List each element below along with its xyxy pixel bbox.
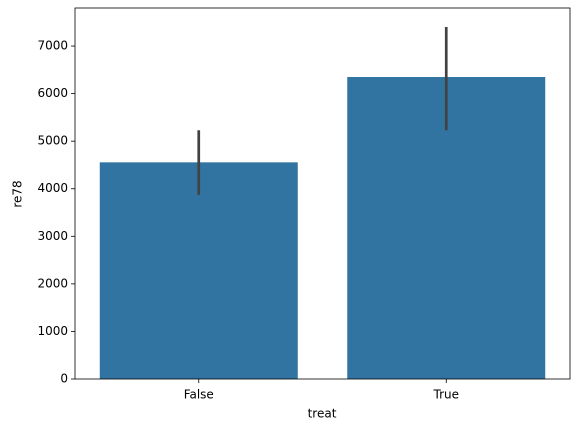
y-tick-label: 5000	[37, 134, 68, 148]
y-tick-label: 7000	[37, 39, 68, 53]
y-tick-label: 3000	[37, 229, 68, 243]
x-tick-label: True	[433, 388, 460, 402]
y-axis-label: re78	[11, 180, 25, 207]
plot-frame	[74, 7, 571, 380]
x-axis-label: treat	[308, 407, 337, 421]
x-tick-label: False	[184, 388, 214, 402]
y-tick-label: 1000	[37, 324, 68, 338]
y-tick-label: 0	[60, 372, 68, 386]
y-tick-label: 6000	[37, 86, 68, 100]
bar	[99, 162, 298, 379]
y-tick-label: 2000	[37, 276, 68, 290]
y-tick-label: 4000	[37, 181, 68, 195]
